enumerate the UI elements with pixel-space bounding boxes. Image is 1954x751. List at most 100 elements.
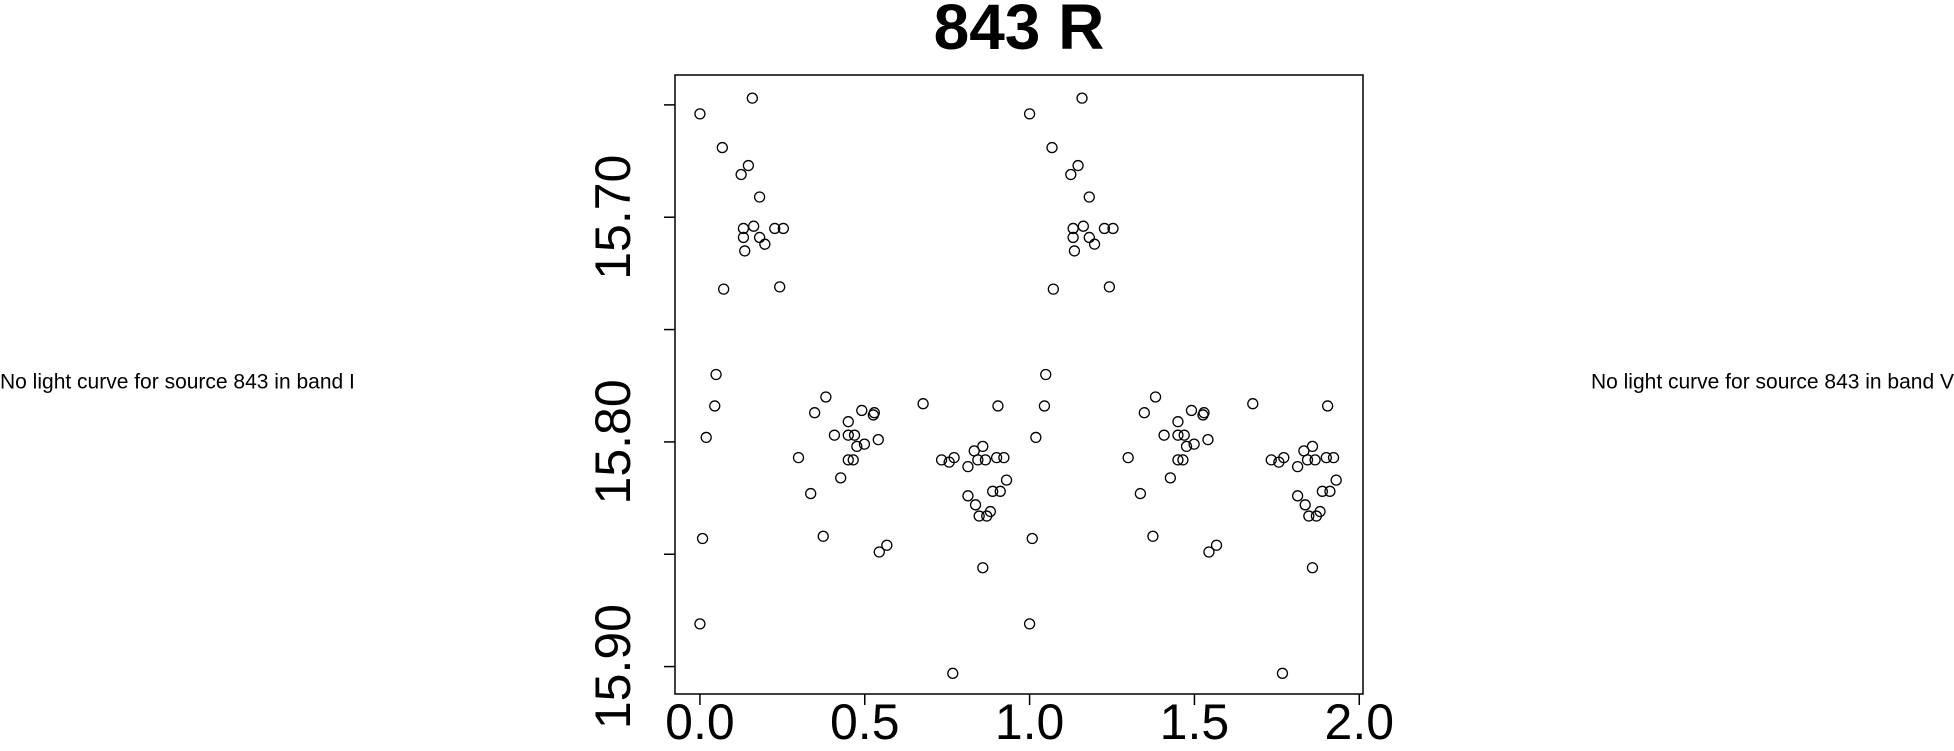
point: [992, 400, 1004, 412]
point: [1065, 168, 1077, 181]
point: [987, 485, 999, 497]
x-tick-label: 0.0: [665, 694, 735, 750]
point: [948, 451, 960, 464]
point: [1265, 454, 1277, 466]
x-tick-label: 1.5: [1160, 694, 1230, 750]
point: [1180, 440, 1193, 453]
point: [1068, 245, 1081, 257]
point: [1147, 530, 1159, 542]
point: [990, 451, 1003, 464]
point: [1314, 505, 1326, 518]
point: [962, 490, 974, 502]
point: [842, 429, 854, 441]
point: [694, 618, 706, 630]
point: [1203, 546, 1215, 558]
point: [737, 231, 750, 244]
point: [858, 438, 871, 450]
point: [1316, 485, 1329, 497]
point: [1330, 474, 1342, 486]
point: [753, 191, 766, 203]
point: [1038, 400, 1051, 412]
point: [1047, 283, 1059, 295]
y-tick-label: 15.80: [585, 379, 641, 504]
point: [1023, 618, 1036, 630]
point: [1306, 562, 1319, 574]
point: [969, 499, 982, 511]
point: [1178, 429, 1190, 441]
point: [746, 92, 758, 104]
point: [1000, 474, 1013, 486]
point: [973, 510, 985, 522]
point: [709, 400, 721, 412]
point: [1172, 429, 1184, 441]
point: [1040, 368, 1052, 381]
point: [694, 108, 706, 120]
point: [1210, 539, 1223, 551]
message: No light curve for source 843 in band V: [1591, 371, 1954, 394]
point: [777, 222, 789, 235]
point: [856, 404, 868, 417]
point: [917, 398, 929, 410]
x-tick-label: 1.0: [995, 694, 1065, 750]
point: [759, 238, 771, 250]
point: [947, 667, 959, 679]
point: [1306, 440, 1319, 453]
point: [792, 451, 805, 464]
point: [774, 281, 786, 293]
point: [716, 141, 728, 154]
point: [1067, 231, 1079, 244]
point: [805, 487, 817, 500]
point: [1291, 460, 1304, 473]
point: [972, 454, 984, 466]
point: [1309, 454, 1321, 466]
chart-title: 843 R: [934, 0, 1105, 63]
y-tick-label: 15.90: [585, 604, 641, 729]
point: [1158, 429, 1170, 441]
point: [1320, 451, 1332, 464]
point: [962, 460, 974, 473]
point: [1072, 159, 1084, 172]
point: [1188, 438, 1200, 450]
point: [1247, 398, 1259, 410]
point: [842, 454, 854, 466]
point: [1122, 451, 1134, 464]
point: [1299, 499, 1311, 511]
point: [1077, 220, 1089, 232]
point: [851, 440, 863, 453]
point: [1291, 490, 1304, 502]
point: [809, 407, 821, 419]
point: [1276, 667, 1289, 679]
point: [737, 222, 750, 235]
point: [984, 505, 997, 518]
point: [696, 532, 709, 545]
point: [1278, 451, 1290, 464]
point: [1321, 400, 1334, 412]
point: [842, 416, 854, 428]
point: [835, 472, 847, 484]
point: [718, 283, 730, 295]
point: [872, 434, 884, 446]
point: [700, 431, 712, 444]
point: [1172, 416, 1184, 428]
point: [1088, 238, 1101, 250]
point: [868, 407, 880, 419]
point: [881, 539, 893, 551]
point: [1098, 222, 1111, 235]
point: [735, 168, 747, 181]
point: [847, 454, 859, 466]
point: [1202, 434, 1214, 446]
x-tick-label: 0.5: [830, 694, 900, 750]
point: [1076, 92, 1088, 104]
point: [1198, 407, 1210, 419]
point: [820, 391, 832, 403]
point: [769, 222, 781, 235]
point: [828, 429, 841, 441]
point: [1138, 407, 1150, 419]
point: [739, 245, 751, 257]
point: [977, 562, 989, 574]
point: [1023, 108, 1036, 120]
point: [1067, 222, 1079, 235]
plot-frame: [674, 74, 1364, 695]
point: [935, 454, 948, 466]
